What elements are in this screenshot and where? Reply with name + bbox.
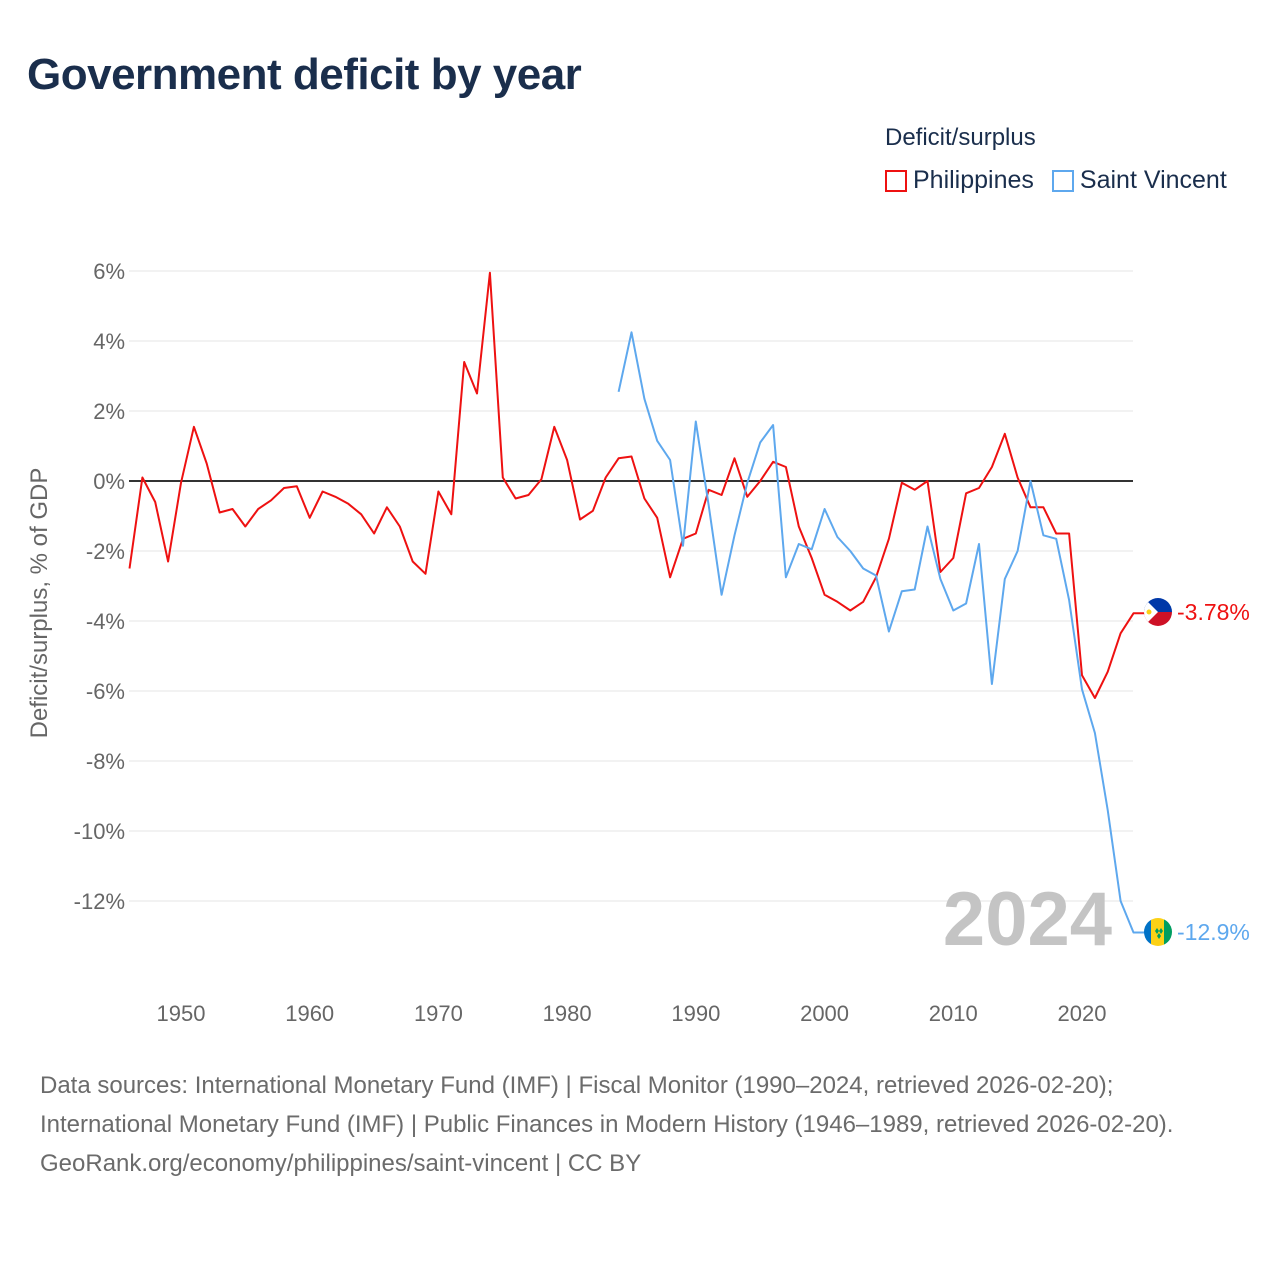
legend-title: Deficit/surplus (885, 124, 1036, 151)
end-label-philippines: -3.78% (1177, 599, 1250, 625)
credit-link[interactable]: GeoRank.org/economy/philippines/saint-vi… (40, 1150, 642, 1177)
legend-swatch-saint-vincent (1051, 169, 1074, 192)
y-tick-label: -6% (86, 679, 125, 704)
series-line-saint-vincent[interactable] (617, 331, 1145, 934)
x-tick-label: 2000 (800, 1001, 849, 1026)
legend-item-saint-vincent[interactable]: Saint Vincent (1051, 166, 1227, 195)
y-tick-label: 6% (93, 259, 125, 284)
year-watermark: 2024 (943, 877, 1112, 962)
x-tick-label: 1950 (157, 1001, 206, 1026)
x-tick-label: 2020 (1058, 1001, 1107, 1026)
legend-swatch-philippines (885, 169, 907, 192)
y-tick-label: -8% (86, 749, 125, 774)
footer: Data sources: International Monetary Fun… (40, 1066, 1240, 1183)
end-label-saint-vincent: -12.9% (1177, 919, 1250, 945)
y-tick-label: 0% (93, 469, 125, 494)
x-tick-label: 1970 (414, 1001, 463, 1026)
saint-vincent-flag-icon (1144, 918, 1172, 946)
y-axis-label: Deficit/surplus, % of GDP (26, 468, 53, 739)
legend-item-philippines[interactable]: Philippines (885, 166, 1034, 195)
data-sources: Data sources: International Monetary Fun… (40, 1072, 1174, 1138)
legend-label: Philippines (913, 166, 1034, 194)
x-tick-label: 1960 (285, 1001, 334, 1026)
y-tick-label: -10% (74, 819, 125, 844)
x-tick-label: 1990 (671, 1001, 720, 1026)
y-tick-label: -4% (86, 609, 125, 634)
x-tick-label: 1980 (543, 1001, 592, 1026)
y-tick-label: -12% (74, 889, 125, 914)
legend: Philippines Saint Vincent (885, 166, 1227, 195)
series-line-philippines[interactable] (128, 271, 1146, 699)
philippines-flag-icon (1144, 598, 1172, 626)
x-tick-label: 2010 (929, 1001, 978, 1026)
y-tick-label: 4% (93, 329, 125, 354)
y-tick-label: -2% (86, 539, 125, 564)
y-tick-label: 2% (93, 399, 125, 424)
chart-title: Government deficit by year (27, 50, 582, 99)
legend-label: Saint Vincent (1079, 166, 1227, 194)
